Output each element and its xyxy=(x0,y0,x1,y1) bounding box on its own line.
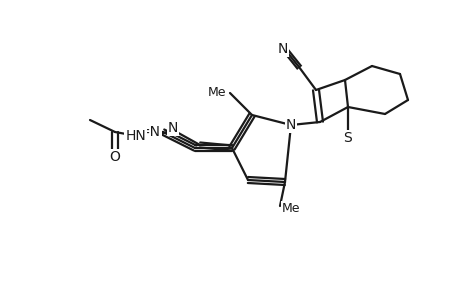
Text: =N: =N xyxy=(139,125,161,139)
Text: Me: Me xyxy=(281,202,300,214)
Text: N: N xyxy=(168,121,178,135)
Text: O: O xyxy=(109,150,120,164)
Text: Me: Me xyxy=(207,85,225,98)
Text: S: S xyxy=(343,131,352,145)
Text: N: N xyxy=(285,118,296,132)
Text: N: N xyxy=(277,42,287,56)
Text: HN: HN xyxy=(125,129,146,143)
